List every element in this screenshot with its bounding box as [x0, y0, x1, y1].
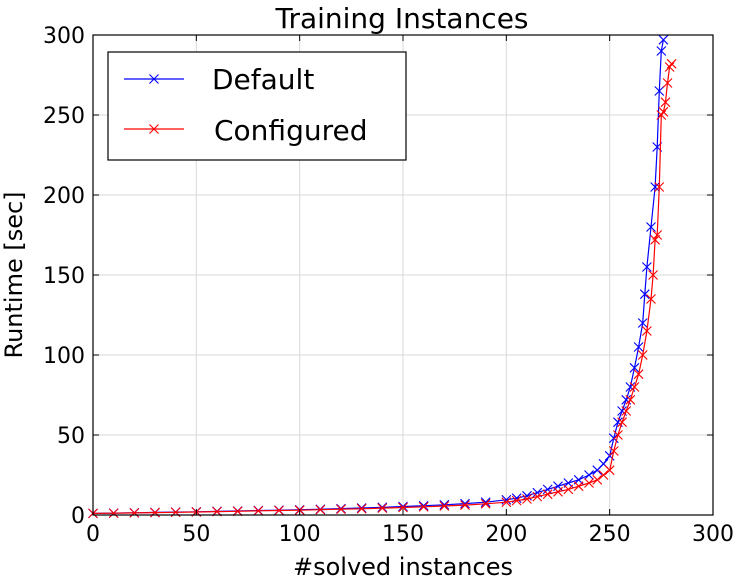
data-point-configured: [232, 506, 243, 517]
data-point-default: [460, 498, 470, 509]
data-point-default: [356, 503, 367, 513]
data-point-configured: [377, 503, 388, 514]
data-point-default: [584, 470, 594, 480]
data-point-configured: [658, 106, 669, 117]
data-point-default: [650, 182, 661, 192]
data-point-default: [398, 501, 408, 512]
data-point-configured: [511, 495, 522, 506]
legend-marker-default: [149, 74, 159, 84]
data-point-configured: [629, 382, 640, 392]
data-point-configured: [666, 58, 677, 69]
y-tick-label: 150: [43, 264, 85, 289]
legend-label-configured: Configured: [214, 114, 367, 147]
x-tick-label: 200: [485, 522, 527, 547]
y-tick-label: 200: [43, 184, 85, 209]
data-point-configured: [522, 494, 532, 504]
data-point-default: [542, 484, 553, 495]
data-point-default: [418, 500, 429, 511]
data-point-configured: [553, 486, 563, 497]
data-point-default: [646, 222, 656, 232]
x-tick-label: 250: [589, 522, 631, 547]
x-axis-title: #solved instances: [293, 553, 513, 581]
y-tick-label: 100: [43, 344, 85, 369]
data-point-configured: [542, 489, 553, 500]
data-point-configured: [274, 505, 284, 516]
data-point-configured: [418, 501, 429, 512]
x-tick-label: 150: [382, 522, 424, 547]
x-tick-label: 300: [692, 522, 734, 547]
data-point-configured: [573, 481, 584, 492]
data-point-configured: [563, 484, 574, 495]
legend-box: [107, 51, 407, 161]
data-point-configured: [315, 504, 326, 515]
data-point-configured: [356, 503, 367, 514]
data-point-default: [654, 86, 665, 96]
legend-label-default: Default: [212, 63, 314, 96]
x-tick-label: 0: [86, 522, 100, 547]
data-point-default: [639, 289, 650, 300]
series-line-configured: [92, 63, 673, 514]
y-tick-label: 300: [43, 24, 85, 49]
data-point-configured: [613, 430, 623, 440]
legend: Default Configured: [107, 51, 407, 161]
data-point-configured: [108, 508, 119, 519]
data-point-default: [629, 362, 640, 373]
y-tick-label: 50: [57, 424, 85, 449]
data-point-default: [480, 497, 491, 508]
data-point-configured: [598, 470, 609, 480]
data-point-configured: [501, 497, 512, 508]
data-point-configured: [604, 465, 615, 476]
y-tick-label: 0: [71, 504, 85, 529]
data-point-configured: [253, 505, 264, 516]
data-point-configured: [637, 350, 648, 360]
data-point-configured: [650, 234, 661, 245]
data-point-configured: [532, 491, 543, 502]
chart-title: Training Instances: [274, 2, 528, 35]
data-point-configured: [662, 78, 673, 88]
data-point-configured: [608, 446, 619, 456]
data-point-default: [658, 34, 669, 45]
data-point-configured: [646, 294, 656, 304]
data-point-configured: [592, 474, 603, 485]
data-point-configured: [633, 369, 644, 380]
data-point-configured: [460, 500, 470, 510]
data-point-default: [377, 502, 388, 513]
data-point-configured: [617, 417, 627, 428]
data-point-default: [656, 46, 667, 56]
data-point-configured: [654, 182, 665, 192]
data-point-configured: [398, 502, 408, 513]
data-point-default: [439, 499, 450, 510]
data-point-configured: [480, 498, 491, 509]
data-point-configured: [621, 406, 632, 416]
data-point-default: [641, 262, 652, 272]
axis-ticks: 0 50 100 150 200 250 300 0 50 100 150 200 250 300: [43, 24, 734, 547]
x-tick-label: 50: [182, 522, 210, 547]
data-point-configured: [336, 504, 346, 515]
data-point-configured: [129, 508, 140, 518]
data-point-configured: [641, 326, 652, 336]
data-point-configured: [660, 97, 671, 108]
data-point-configured: [625, 394, 636, 405]
x-tick-label: 100: [279, 522, 321, 547]
y-axis-title: Runtime [sec]: [0, 191, 28, 358]
data-point-configured: [584, 478, 594, 488]
data-point-default: [637, 318, 648, 328]
data-point-configured: [652, 230, 663, 240]
data-point-default: [633, 342, 644, 352]
data-point-configured: [439, 501, 450, 511]
data-point-configured: [648, 270, 658, 280]
y-tick-label: 250: [43, 104, 85, 129]
legend-marker-configured: [149, 124, 159, 134]
